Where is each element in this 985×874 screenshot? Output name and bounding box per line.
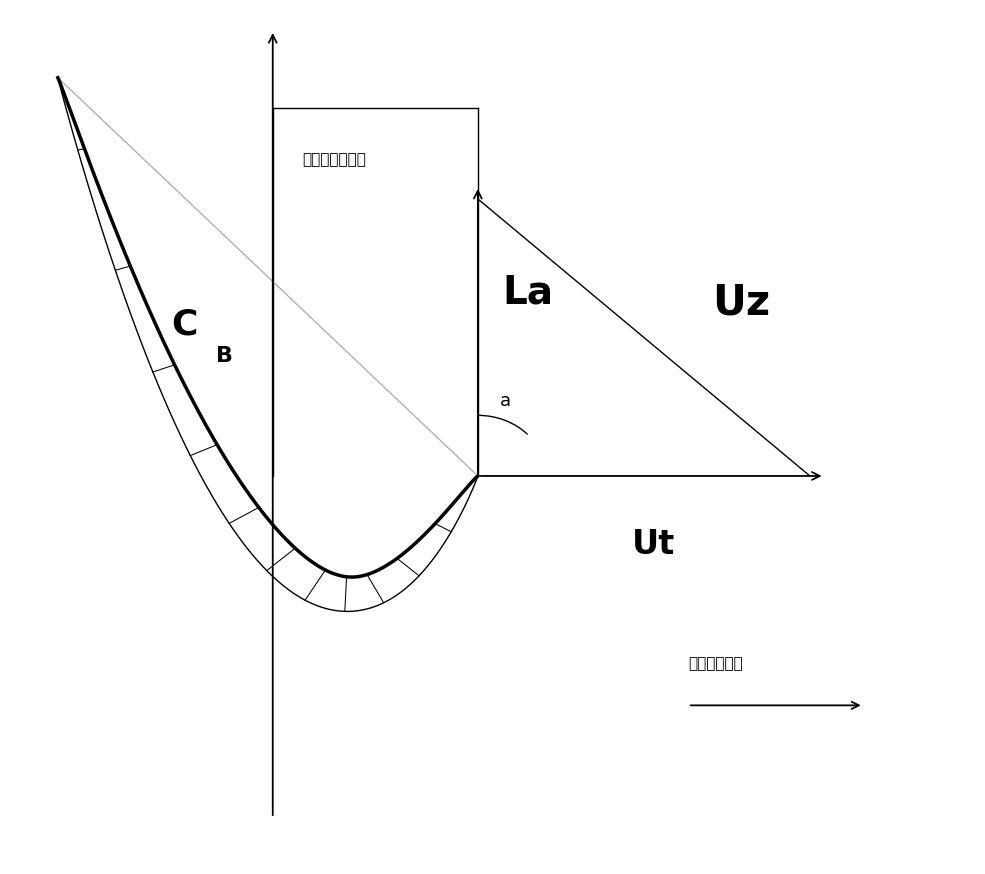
Text: C: C	[171, 308, 198, 342]
Text: Uz: Uz	[712, 281, 770, 324]
Text: La: La	[502, 273, 554, 311]
Text: a: a	[500, 392, 511, 410]
Text: 发动机轴向方向: 发动机轴向方向	[302, 152, 365, 168]
Text: Ut: Ut	[632, 528, 676, 561]
Text: 叶片旋转方向: 叶片旋转方向	[688, 656, 743, 670]
Text: B: B	[216, 346, 233, 366]
